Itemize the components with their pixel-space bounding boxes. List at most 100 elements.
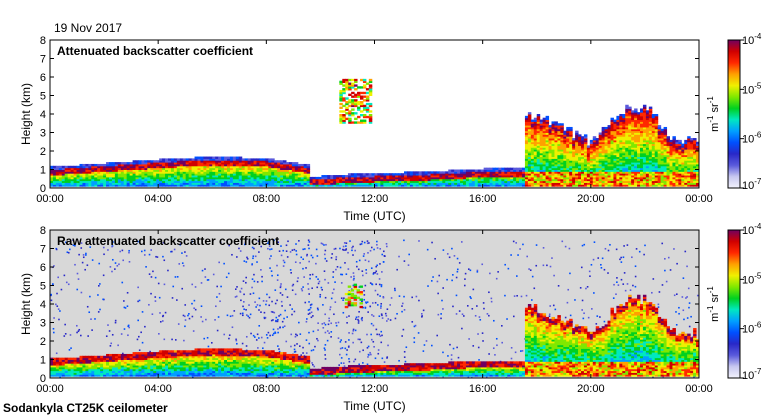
noise-cell <box>535 244 538 246</box>
noise-cell <box>432 276 434 278</box>
backscatter-cell <box>135 175 139 178</box>
backscatter-cell <box>58 182 63 185</box>
backscatter-cell <box>147 171 151 174</box>
backscatter-cell <box>483 175 488 178</box>
backscatter-cell <box>622 154 626 158</box>
noise-cell <box>254 336 256 338</box>
backscatter-cell <box>288 184 293 187</box>
noise-cell <box>191 315 194 318</box>
backscatter-cell <box>595 169 600 172</box>
backscatter-cell <box>524 134 529 137</box>
noise-cell <box>366 333 368 336</box>
backscatter-cell <box>601 149 606 152</box>
backscatter-cell <box>495 167 499 170</box>
backscatter-cell <box>111 167 116 170</box>
backscatter-cell <box>156 180 160 183</box>
backscatter-cell <box>244 158 249 161</box>
noise-cell <box>192 330 195 332</box>
noise-cell <box>691 336 694 339</box>
backscatter-cell <box>94 176 98 180</box>
backscatter-cell <box>147 175 151 178</box>
backscatter-cell <box>583 162 588 165</box>
backscatter-cell <box>536 115 541 119</box>
backscatter-cell <box>412 176 417 180</box>
backscatter-cell <box>598 145 603 148</box>
backscatter-cell <box>536 130 541 133</box>
backscatter-cell <box>645 169 650 172</box>
noise-cell <box>200 282 203 284</box>
backscatter-cell <box>631 141 635 145</box>
noise-cell <box>661 242 664 245</box>
backscatter-cell <box>492 169 496 172</box>
backscatter-cell <box>557 139 561 143</box>
cloud-cell <box>365 115 370 119</box>
backscatter-cell <box>457 175 461 178</box>
backscatter-cell <box>501 176 505 180</box>
backscatter-cell <box>126 163 131 167</box>
backscatter-cell <box>578 149 582 152</box>
backscatter-cell <box>312 180 316 183</box>
backscatter-cell <box>144 162 148 165</box>
backscatter-cell <box>592 149 597 152</box>
backscatter-cell <box>412 184 417 187</box>
backscatter-cell <box>79 167 83 170</box>
backscatter-cell <box>156 176 160 180</box>
backscatter-cell <box>595 138 600 141</box>
backscatter-cell <box>648 182 653 185</box>
backscatter-cell <box>524 184 529 187</box>
backscatter-cell <box>625 141 629 145</box>
backscatter-cell <box>135 173 139 176</box>
backscatter-cell <box>524 178 529 182</box>
backscatter-cell <box>583 149 588 152</box>
backscatter-cell <box>616 180 620 183</box>
noise-cell <box>363 294 366 296</box>
noise-cell <box>634 275 637 278</box>
backscatter-cell <box>91 175 95 178</box>
backscatter-cell <box>235 165 240 169</box>
backscatter-cell <box>386 178 390 182</box>
backscatter-cell <box>347 175 352 178</box>
backscatter-cell <box>168 162 172 165</box>
backscatter-cell <box>324 178 328 182</box>
backscatter-cell <box>634 143 638 146</box>
backscatter-cell <box>657 171 662 174</box>
backscatter-cell <box>430 176 434 180</box>
backscatter-cell <box>642 160 647 163</box>
backscatter-cell <box>592 182 597 185</box>
noise-cell <box>242 305 244 308</box>
backscatter-cell <box>120 163 125 167</box>
backscatter-cell <box>200 156 204 159</box>
backscatter-cell <box>85 163 89 167</box>
backscatter-cell <box>666 138 670 141</box>
backscatter-cell <box>259 182 263 185</box>
backscatter-cell <box>572 141 576 145</box>
backscatter-cell <box>513 182 517 185</box>
backscatter-cell <box>542 139 547 143</box>
backscatter-cell <box>129 163 134 167</box>
backscatter-cell <box>628 108 632 111</box>
backscatter-cell <box>286 178 290 182</box>
backscatter-cell <box>642 125 647 128</box>
backscatter-cell <box>398 182 402 185</box>
backscatter-cell <box>660 182 665 185</box>
noise-cell <box>379 248 382 250</box>
backscatter-cell <box>463 184 467 187</box>
backscatter-cell <box>454 171 458 174</box>
cloud-cell <box>359 101 364 104</box>
backscatter-cell <box>672 184 676 187</box>
backscatter-cell <box>560 128 564 132</box>
backscatter-cell <box>551 171 555 174</box>
noise-cell <box>352 272 355 274</box>
noise-cell <box>324 296 327 299</box>
cloud-cell <box>362 86 367 89</box>
backscatter-cell <box>206 182 210 185</box>
noise-cell <box>154 276 157 279</box>
backscatter-cell <box>448 173 452 176</box>
colorbar-tick-exponent: -4 <box>754 32 762 41</box>
backscatter-cell <box>194 180 198 183</box>
backscatter-cell <box>640 126 644 130</box>
backscatter-cell <box>542 121 547 124</box>
backscatter-cell <box>206 165 210 169</box>
backscatter-cell <box>274 162 278 165</box>
noise-cell <box>244 241 247 244</box>
